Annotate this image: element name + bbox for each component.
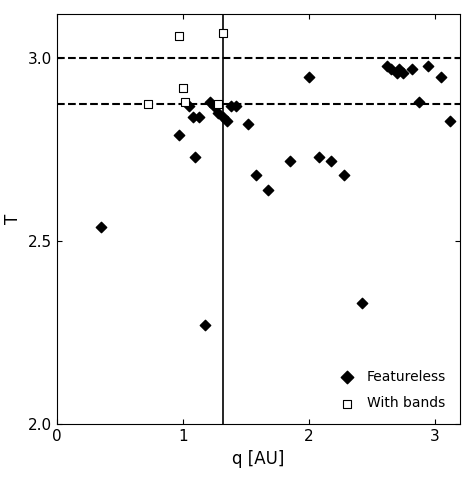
Featureless — [383, 62, 391, 69]
Featureless — [387, 66, 394, 73]
Featureless — [264, 186, 272, 194]
Featureless — [189, 113, 197, 120]
Featureless — [232, 102, 239, 110]
Featureless — [437, 73, 445, 80]
Featureless — [191, 153, 199, 161]
Featureless — [305, 73, 312, 80]
Featureless — [223, 117, 231, 124]
Featureless — [227, 102, 235, 110]
With bands — [179, 84, 187, 92]
Featureless — [97, 223, 105, 230]
With bands — [175, 33, 183, 40]
Featureless — [315, 153, 322, 161]
Featureless — [408, 66, 416, 73]
X-axis label: q [AU]: q [AU] — [232, 450, 284, 468]
Featureless — [286, 157, 293, 165]
Featureless — [214, 109, 222, 117]
Featureless — [340, 172, 348, 179]
Featureless — [425, 62, 432, 69]
Featureless — [358, 300, 365, 308]
Featureless — [207, 98, 214, 106]
Featureless — [252, 172, 260, 179]
Featureless — [219, 113, 227, 120]
Featureless — [393, 69, 401, 77]
Featureless — [416, 98, 423, 106]
Featureless — [175, 131, 183, 139]
Legend: Featureless, With bands: Featureless, With bands — [327, 363, 453, 417]
With bands — [214, 100, 222, 108]
Featureless — [195, 113, 203, 120]
Y-axis label: T: T — [4, 214, 22, 225]
With bands — [144, 100, 151, 108]
With bands — [219, 29, 227, 37]
Featureless — [446, 117, 454, 124]
Featureless — [210, 102, 218, 110]
Featureless — [328, 157, 335, 165]
Featureless — [399, 69, 407, 77]
Featureless — [201, 321, 209, 329]
Featureless — [395, 66, 403, 73]
With bands — [182, 98, 189, 106]
Featureless — [245, 120, 252, 128]
Featureless — [185, 102, 193, 110]
